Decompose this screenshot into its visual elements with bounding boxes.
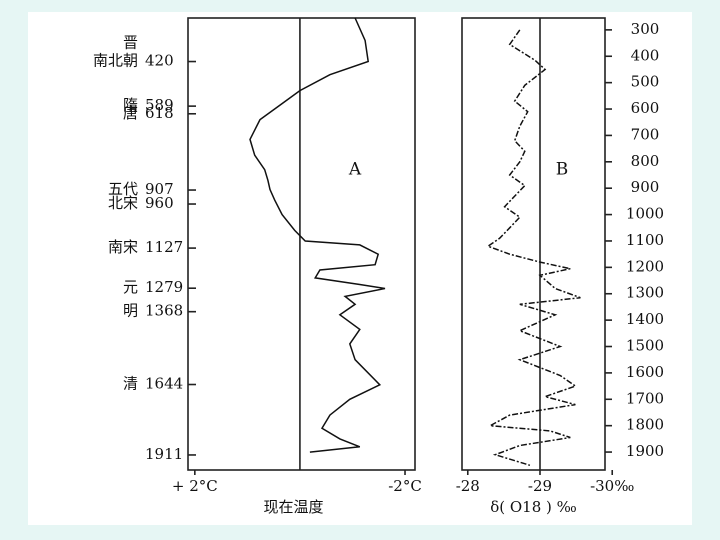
axis-title: δ( O18 ) ‰ [490,498,577,516]
dynasty-year: 420 [145,52,174,70]
figure-area [28,12,692,525]
y-tick-label: 900 [631,178,660,196]
dynasty-year: 1127 [145,238,183,256]
x-tick-label: -30‰ [590,477,634,495]
y-tick-label: 1500 [626,337,664,355]
x-tick-label: -29 [528,477,552,495]
dynasty-year: 960 [145,194,174,212]
y-tick-label: 600 [631,99,660,117]
y-tick-label: 1400 [626,310,664,328]
y-tick-label: 1100 [626,231,664,249]
dynasty-year: 589 [145,96,174,114]
y-tick-label: 500 [631,73,660,91]
y-tick-label: 1200 [626,257,664,275]
y-tick-label: 700 [631,125,660,143]
y-tick-label: 800 [631,152,660,170]
x-tick-label: -28 [456,477,480,495]
dynasty-name: 南北朝 [93,52,138,70]
dynasty-name: 五代 [108,180,138,198]
dynasty-year: 907 [145,180,174,198]
dynasty-year: 618 [145,104,174,122]
data-curve [486,29,581,467]
dynasty-name: 南宋 [108,238,138,256]
x-tick-label: -2°C [388,477,422,495]
panel-b-frame [461,17,606,471]
dynasty-year: 1279 [145,278,183,296]
panel-label: B [556,160,569,180]
dynasty-year: 1368 [145,302,183,320]
dynasty-name: 唐 [123,104,138,122]
dynasty-name: 隋 [123,96,138,114]
y-tick-label: 1900 [626,442,664,460]
dynasty-name: 晋 [123,34,138,52]
dynasty-year: 1911 [145,445,183,463]
y-tick-label: 300 [631,20,660,38]
y-tick-label: 1700 [626,389,664,407]
y-tick-label: 1000 [626,205,664,223]
dynasty-year: 1644 [145,375,183,393]
panel-a-frame [187,17,416,471]
x-tick-label: + 2°C [172,477,218,495]
dynasty-name: 元 [123,278,138,296]
data-curve [249,17,386,453]
y-tick-label: 1300 [626,284,664,302]
y-tick-label: 400 [631,46,660,64]
y-tick-label: 1800 [626,416,664,434]
dynasty-name: 明 [123,302,138,320]
y-tick-label: 1600 [626,363,664,381]
dynasty-name: 北宋 [108,194,138,212]
panel-label: A [348,160,362,180]
axis-title: 现在温度 [263,498,323,516]
dynasty-name: 清 [123,375,138,393]
